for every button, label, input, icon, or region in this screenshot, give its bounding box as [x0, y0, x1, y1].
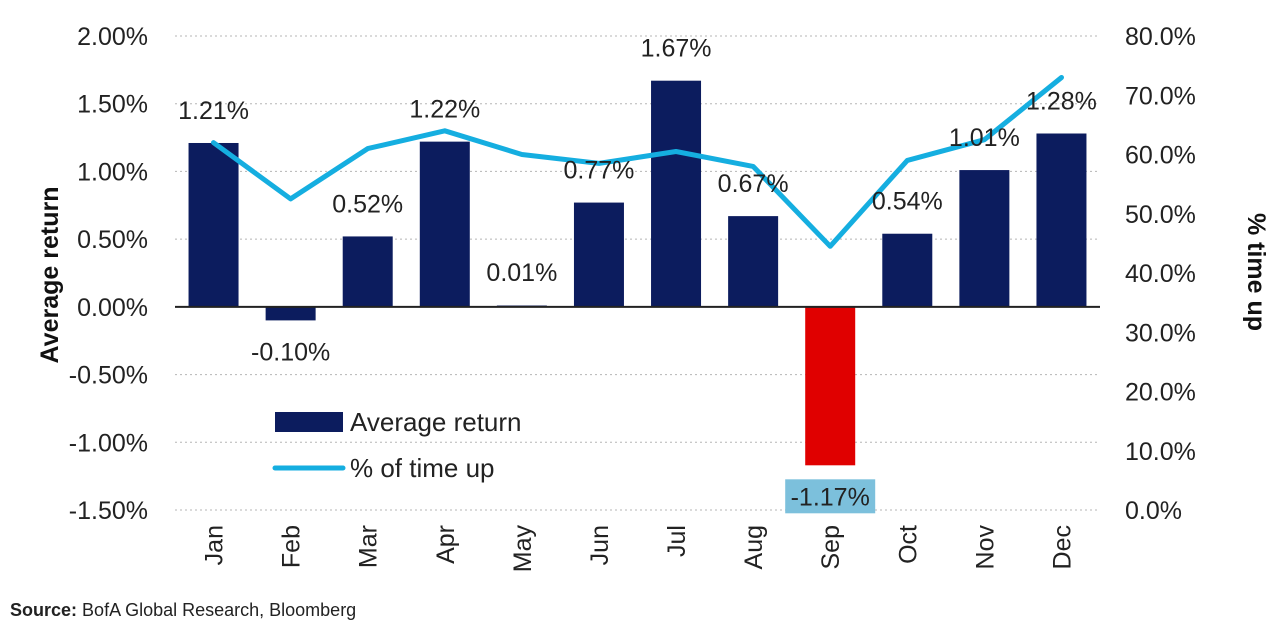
- data-label: 0.77%: [564, 157, 635, 185]
- data-label: 0.67%: [718, 170, 789, 198]
- y-right-tick-label: 70.0%: [1125, 82, 1196, 110]
- x-tick-label: Oct: [894, 525, 922, 564]
- bar: [651, 80, 702, 307]
- legend-label-line: % of time up: [350, 453, 495, 483]
- y-right-axis-title: % time up: [1242, 213, 1270, 331]
- y-right-tick-label: 40.0%: [1125, 260, 1196, 288]
- data-label-highlight: [785, 479, 876, 514]
- x-tick-label: Dec: [1048, 525, 1076, 569]
- data-label: 1.22%: [409, 96, 480, 124]
- x-tick-label: May: [509, 525, 537, 573]
- data-label: 1.01%: [949, 124, 1020, 152]
- legend-label-bar: Average return: [350, 407, 522, 437]
- y-right-tick-label: 0.0%: [1125, 497, 1182, 525]
- y-right-tick-label: 80.0%: [1125, 23, 1196, 51]
- bar: [342, 236, 393, 307]
- bar: [959, 170, 1010, 307]
- x-tick-label: Aug: [740, 525, 768, 569]
- y-right-tick-label: 50.0%: [1125, 201, 1196, 229]
- x-tick-label: Jun: [586, 525, 614, 565]
- y-right-tick-label: 20.0%: [1125, 379, 1196, 407]
- x-tick-label: Feb: [278, 525, 306, 568]
- data-label: 1.28%: [1026, 88, 1097, 116]
- bar: [419, 141, 470, 307]
- y-right-tick-label: 60.0%: [1125, 142, 1196, 170]
- data-label: 1.67%: [641, 35, 712, 63]
- bar: [188, 142, 239, 307]
- y-left-tick-label: 1.00%: [77, 158, 148, 186]
- legend-swatch-bar: [275, 412, 343, 432]
- y-left-axis-title: Average return: [36, 187, 64, 364]
- source-note: Source: BofA Global Research, Bloomberg: [10, 600, 356, 621]
- y-right-tick-label: 10.0%: [1125, 438, 1196, 466]
- bar: [728, 216, 779, 307]
- bar: [805, 306, 856, 466]
- y-left-tick-label: -1.50%: [69, 497, 148, 525]
- y-left-tick-label: 1.50%: [77, 91, 148, 119]
- data-label: 0.01%: [486, 259, 557, 287]
- source-label: Source:: [10, 600, 78, 620]
- y-left-tick-label: 2.00%: [77, 23, 148, 51]
- x-tick-label: Jul: [663, 525, 691, 557]
- x-tick-label: Sep: [817, 525, 845, 569]
- data-label: -0.10%: [251, 338, 330, 366]
- bar: [573, 202, 624, 307]
- series-line-pct-time-up: [211, 75, 1064, 249]
- y-left-tick-label: -0.50%: [69, 362, 148, 390]
- data-label: 0.52%: [332, 190, 403, 218]
- bar: [1036, 133, 1087, 307]
- combo-chart: 2.00% 1.50% 1.00% 0.50% 0.00% -0.50% -1.00% -1.…: [36, 23, 1270, 573]
- x-tick-label: Mar: [355, 525, 383, 568]
- y-left-tick-label: -1.00%: [69, 429, 148, 457]
- data-label: -1.17%: [791, 483, 870, 511]
- x-tick-label: Jan: [201, 525, 229, 565]
- bar: [265, 306, 316, 321]
- data-label: 0.54%: [872, 188, 943, 216]
- x-tick-label: Nov: [971, 525, 999, 570]
- x-tick-label: Apr: [432, 525, 460, 564]
- source-text: BofA Global Research, Bloomberg: [82, 600, 357, 620]
- bar: [882, 233, 933, 307]
- y-left-tick-label: 0.00%: [77, 294, 148, 322]
- y-left-tick-label: 0.50%: [77, 226, 148, 254]
- data-label: 1.21%: [178, 97, 249, 125]
- y-right-tick-label: 30.0%: [1125, 319, 1196, 347]
